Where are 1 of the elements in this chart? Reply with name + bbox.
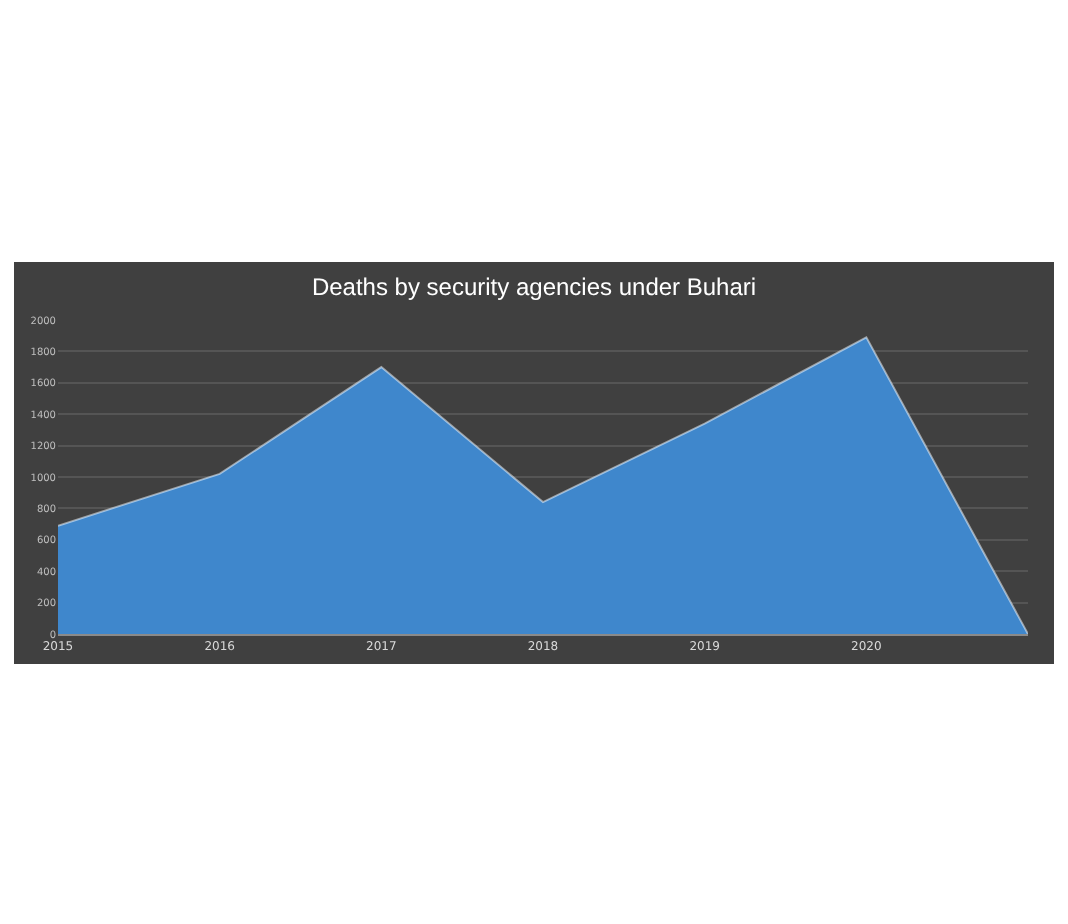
chart-title: Deaths by security agencies under Buhari [311, 272, 757, 301]
